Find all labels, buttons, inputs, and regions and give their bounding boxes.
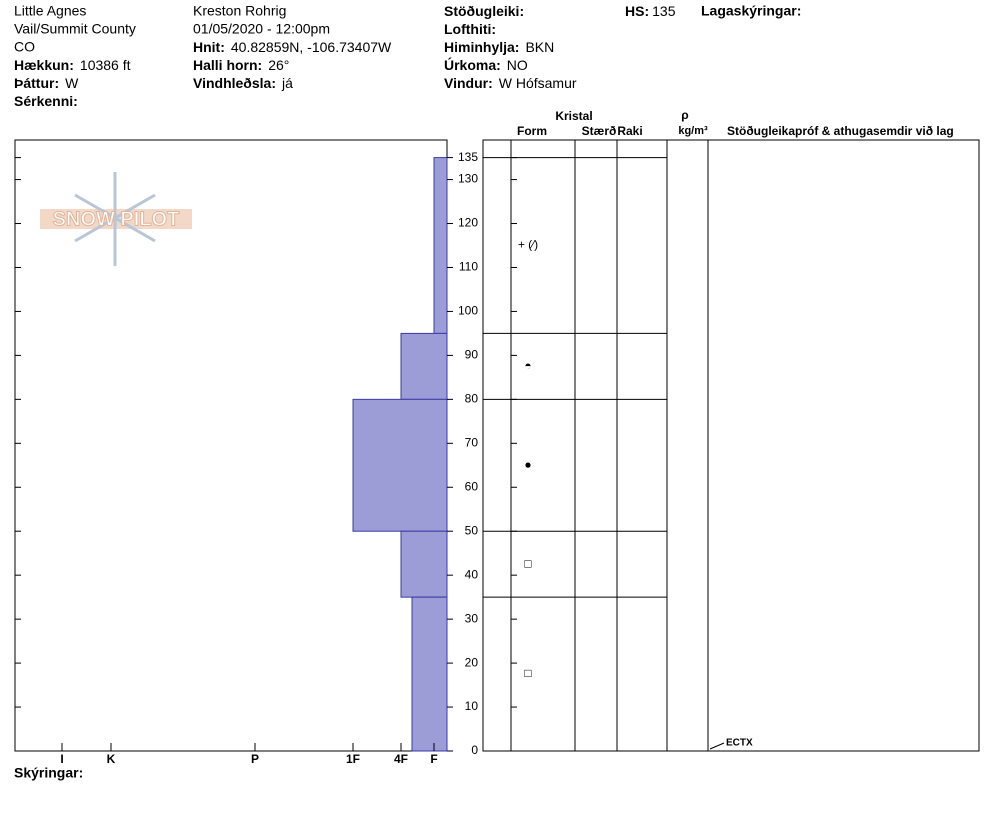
header-line: 01/05/2020 - 12:00pm bbox=[193, 21, 330, 37]
field-label: Hækkun: bbox=[14, 57, 74, 73]
y-tick-label: 90 bbox=[465, 348, 479, 362]
hardness-layer bbox=[400, 332, 448, 400]
header-line: CO bbox=[14, 39, 35, 55]
hardness-layer bbox=[352, 398, 448, 532]
field-label: Hnit: bbox=[193, 39, 225, 55]
hardness-layer bbox=[411, 596, 448, 752]
field-label: Úrkoma: bbox=[444, 56, 501, 73]
field-label: Halli horn: bbox=[193, 57, 262, 73]
logo: SNOW PILOT bbox=[40, 172, 192, 266]
hardness-layer bbox=[433, 157, 448, 334]
field-value: 10386 ft bbox=[80, 57, 131, 73]
y-tick-label: 50 bbox=[465, 523, 479, 537]
y-tick-label: 120 bbox=[458, 216, 478, 230]
test-label: ECTX bbox=[726, 738, 753, 749]
col-header: Stærð bbox=[582, 124, 617, 138]
x-tick-label: I bbox=[60, 752, 63, 766]
hs-label: HS: bbox=[625, 3, 649, 19]
header-line: Kreston Rohrig bbox=[193, 3, 286, 19]
table-frame bbox=[482, 139, 980, 752]
layer-notes-label: Lagaskýringar: bbox=[701, 3, 801, 19]
header-field: Halli horn: 26° bbox=[193, 57, 289, 73]
header-line: Little Agnes bbox=[14, 3, 86, 19]
field-label: Himinhylja: bbox=[444, 39, 519, 55]
y-tick-label: 10 bbox=[465, 699, 479, 713]
header-field: Hnit: 40.82859N, -106.73407W bbox=[193, 39, 392, 55]
y-tick-label: 60 bbox=[465, 479, 479, 493]
field-label: Stöðugleiki: bbox=[444, 3, 524, 19]
y-tick-label: 130 bbox=[458, 172, 478, 186]
header-field: Lofthiti: bbox=[444, 21, 496, 37]
field-value: já bbox=[281, 75, 293, 91]
col-header: Raki bbox=[617, 124, 642, 138]
field-value: W Hófsamur bbox=[499, 75, 577, 91]
col-header: Kristal bbox=[555, 109, 592, 123]
field-value: 26° bbox=[268, 57, 289, 73]
header-field: Sérkenni: bbox=[14, 93, 78, 109]
y-tick-label: 70 bbox=[465, 435, 479, 449]
logo-text: SNOW PILOT bbox=[53, 208, 180, 230]
header-field: Vindhleðsla: já bbox=[193, 75, 293, 91]
y-tick-label: 40 bbox=[465, 567, 479, 581]
y-tick-label: 20 bbox=[465, 655, 479, 669]
col-header: kg/m³ bbox=[678, 125, 708, 137]
y-tick-label: 135 bbox=[458, 150, 478, 164]
y-tick-label: 30 bbox=[465, 611, 479, 625]
header-line: Vail/Summit County bbox=[14, 21, 136, 37]
grain-form: □ bbox=[524, 556, 531, 570]
header-field: Vindur: W Hófsamur bbox=[444, 75, 577, 91]
field-label: Lofthiti: bbox=[444, 21, 496, 37]
notes-label: Skýringar: bbox=[14, 765, 83, 781]
hs: HS: 135 bbox=[625, 3, 676, 19]
test-pointer bbox=[709, 742, 725, 750]
field-value: W bbox=[65, 75, 79, 91]
x-tick-label: 4F bbox=[394, 752, 408, 766]
snowflake bbox=[74, 172, 156, 266]
grain-form: ● bbox=[524, 457, 531, 471]
field-label: Vindur: bbox=[444, 75, 493, 91]
field-value: BKN bbox=[525, 39, 554, 55]
grain-form: □ bbox=[524, 666, 531, 680]
hs-value: 135 bbox=[652, 3, 676, 19]
header-field: Stöðugleiki: bbox=[444, 3, 524, 19]
x-tick-label: P bbox=[251, 752, 259, 766]
y-tick-label: 80 bbox=[465, 392, 479, 406]
x-tick-label: 1F bbox=[346, 752, 360, 766]
col-header: Form bbox=[517, 124, 547, 138]
col-header: ρ bbox=[681, 108, 688, 122]
grain-form: ◓ bbox=[524, 359, 531, 373]
header-field: Himinhylja: BKN bbox=[444, 39, 554, 55]
field-value: NO bbox=[507, 57, 528, 73]
grain-form: + (⁄) bbox=[518, 238, 538, 252]
y-tick-label: 100 bbox=[458, 304, 478, 318]
field-label: Þáttur: bbox=[14, 75, 59, 91]
header-field: Hækkun: 10386 ft bbox=[14, 57, 131, 73]
hardness-layer bbox=[400, 530, 448, 598]
x-tick-label: F bbox=[430, 752, 437, 766]
x-tick-label: K bbox=[107, 752, 116, 766]
header-field: Úrkoma: NO bbox=[444, 56, 528, 73]
y-tick-label: 110 bbox=[459, 260, 478, 274]
col-header: Stöðugleikapróf & athugasemdir við lag bbox=[727, 124, 954, 138]
field-label: Vindhleðsla: bbox=[193, 75, 276, 91]
field-value: 40.82859N, -106.73407W bbox=[231, 39, 392, 55]
y-tick-label: 0 bbox=[471, 743, 478, 757]
header-field: Þáttur: W bbox=[14, 75, 79, 91]
field-label: Sérkenni: bbox=[14, 93, 78, 109]
